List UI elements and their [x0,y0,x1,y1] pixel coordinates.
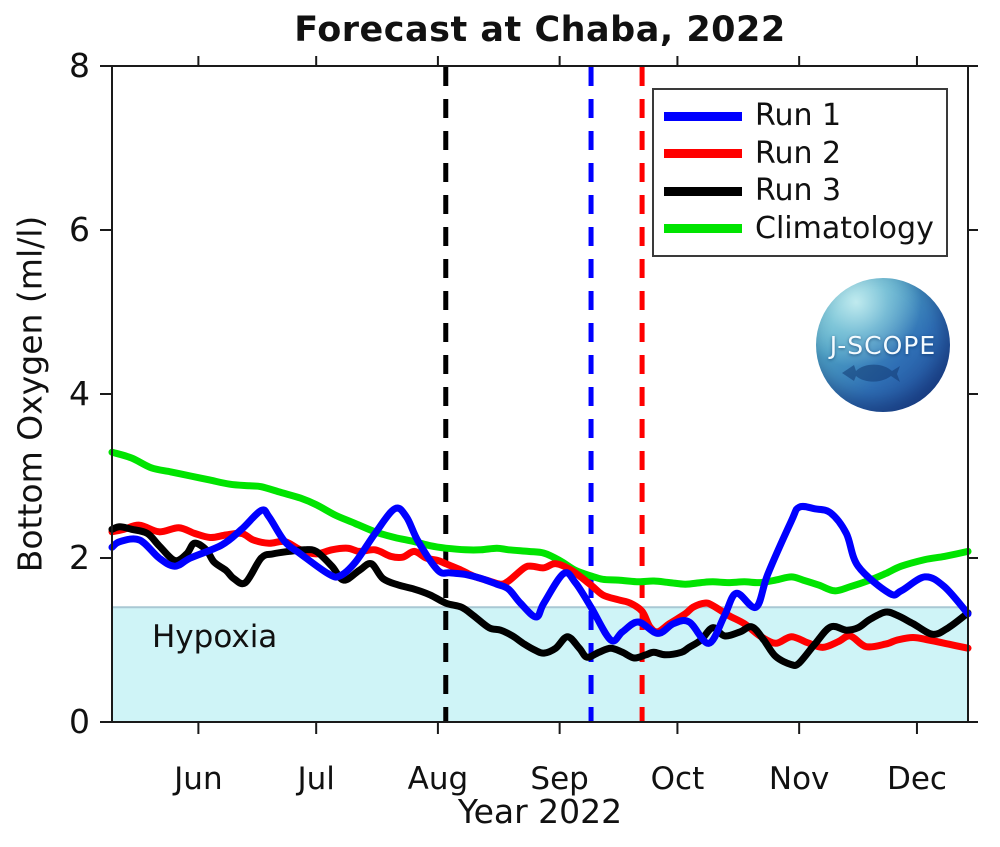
series-run-3 [108,523,972,669]
y-tick-label: 2 [69,538,90,577]
series-climatology [108,448,972,595]
legend-swatch [664,224,742,234]
hypoxia-region [113,607,967,721]
legend: Run 1 Run 2 Run 3 Climatology [652,88,948,257]
x-tick-label: Dec [887,761,947,797]
x-axis-label: Year 2022 [457,792,623,831]
legend-label: Run 1 [755,98,842,134]
legend-item-run-3: Run 3 [664,176,936,206]
fish-icon [842,364,900,382]
x-tick-label: Jul [295,761,334,797]
legend-item-run-1: Run 1 [664,101,936,131]
legend-swatch [664,186,742,196]
y-tick-label: 8 [69,46,90,85]
series-run-2 [108,521,972,652]
jscope-logo: J-SCOPE [816,278,950,412]
legend-item-climatology: Climatology [664,210,936,246]
legend-label: Run 3 [755,173,842,209]
x-tick-label: Jun [172,761,222,797]
x-tick-label: Oct [651,761,705,797]
series-run-1 [108,502,972,647]
x-tick-label: Aug [408,761,469,797]
y-axis-label: Bottom Oxygen (ml/l) [10,215,50,573]
x-tick-label: Nov [769,761,830,797]
y-tick-label: 4 [69,374,90,413]
legend-label: Climatology [755,210,934,246]
chart-title: Forecast at Chaba, 2022 [294,10,786,50]
y-tick-label: 6 [69,210,90,249]
legend-swatch [664,111,742,121]
logo-text: J-SCOPE [829,330,937,360]
x-tick-label: Sep [530,761,588,797]
y-tick-label: 0 [69,702,90,741]
legend-label: Run 2 [755,135,842,171]
legend-swatch [664,149,742,159]
legend-item-run-2: Run 2 [664,135,936,171]
hypoxia-label: Hypoxia [152,619,278,655]
